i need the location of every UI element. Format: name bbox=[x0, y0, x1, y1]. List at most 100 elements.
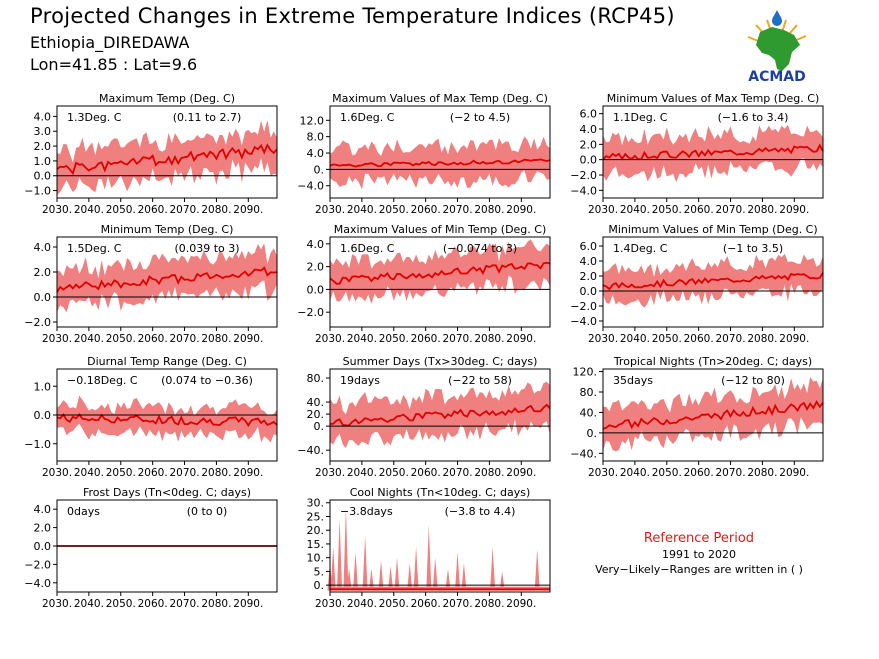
logo-text: ACMAD bbox=[748, 69, 806, 84]
x-tick-label: 2070. bbox=[170, 598, 200, 610]
x-tick-label: 2080. bbox=[201, 598, 231, 610]
y-tick-label: 3.0 bbox=[34, 125, 52, 138]
uncertainty-band bbox=[603, 376, 823, 452]
chart-summary: 35days bbox=[613, 374, 653, 387]
x-tick-label: 2060. bbox=[138, 598, 168, 610]
y-tick-label: 40. bbox=[307, 396, 325, 409]
y-tick-label: 4.0 bbox=[307, 238, 325, 251]
plot-frame bbox=[329, 105, 551, 199]
y-tick-label: 80. bbox=[580, 386, 598, 399]
reference-period-title: Reference Period bbox=[643, 531, 755, 546]
reference-period-years: 1991 to 2020 bbox=[661, 548, 737, 561]
x-tick-label: 2040. bbox=[620, 467, 650, 479]
mean-line bbox=[56, 413, 278, 427]
chart-summary: 1.3Deg. C bbox=[67, 111, 122, 124]
x-tick-label: 2040. bbox=[347, 598, 377, 610]
chart-range: (−1 to 3.5) bbox=[723, 242, 783, 255]
chart-title: Summer Days (Tx>30deg. C; days) bbox=[343, 355, 538, 368]
x-tick-label: 2070. bbox=[443, 333, 473, 345]
y-tick-label: 1.0 bbox=[34, 155, 52, 168]
x-tick-label: 2060. bbox=[138, 333, 168, 345]
x-tick-label: 2040. bbox=[347, 467, 377, 479]
y-tick-label: 2.0 bbox=[307, 261, 325, 274]
x-tick-label: 2090. bbox=[506, 333, 536, 345]
plot-frame bbox=[602, 236, 824, 328]
y-tick-label: 12.0 bbox=[300, 114, 325, 127]
x-tick-label: 2030. bbox=[315, 333, 345, 345]
chart-7: 1.0 0.0 −1.0 2030. 2040. 2050. 2060. 2070. 2080.… bbox=[24, 355, 278, 479]
x-tick-label: 2040. bbox=[347, 204, 377, 216]
y-tick-label: −1.0 bbox=[24, 438, 51, 451]
x-tick-label: 2090. bbox=[506, 467, 536, 479]
x-tick-label: 2090. bbox=[779, 204, 809, 216]
y-tick-label: 0.0 bbox=[307, 283, 325, 296]
page-title: Projected Changes in Extreme Temperature… bbox=[30, 4, 675, 28]
mean-line bbox=[602, 143, 824, 161]
spike-band bbox=[327, 508, 550, 591]
y-tick-label: 15. bbox=[307, 538, 325, 551]
x-tick-label: 2070. bbox=[170, 204, 200, 216]
acmad-logo: ACMAD bbox=[747, 10, 807, 84]
x-tick-label: 2050. bbox=[106, 333, 136, 345]
x-tick-label: 2040. bbox=[620, 204, 650, 216]
x-tick-label: 2080. bbox=[474, 204, 504, 216]
y-tick-label: 4.0 bbox=[34, 110, 52, 123]
x-tick-label: 2030. bbox=[42, 467, 72, 479]
chart-summary: 1.6Deg. C bbox=[340, 242, 395, 255]
africa-map-icon bbox=[756, 27, 800, 71]
chart-range: (0.11 to 2.7) bbox=[173, 111, 242, 124]
x-tick-label: 2050. bbox=[652, 467, 682, 479]
y-tick-label: 0.0 bbox=[34, 540, 52, 553]
x-tick-label: 2030. bbox=[42, 333, 72, 345]
y-tick-label: 0. bbox=[587, 427, 598, 440]
x-tick-label: 2070. bbox=[443, 204, 473, 216]
plot-frame bbox=[56, 105, 278, 199]
water-drop-icon bbox=[772, 10, 782, 26]
x-tick-label: 2060. bbox=[411, 467, 441, 479]
chart-title: Maximum Values of Min Temp (Deg. C) bbox=[334, 223, 547, 236]
x-tick-label: 2030. bbox=[588, 333, 618, 345]
y-tick-label: 4.0 bbox=[34, 241, 52, 254]
x-tick-label: 2070. bbox=[716, 204, 746, 216]
x-tick-label: 2080. bbox=[474, 467, 504, 479]
chart-summary: 19days bbox=[340, 374, 380, 387]
y-tick-label: 1.0 bbox=[34, 380, 52, 393]
y-tick-label: −2.0 bbox=[570, 169, 597, 182]
x-tick-label: 2040. bbox=[620, 333, 650, 345]
y-tick-label: −4.0 bbox=[24, 577, 51, 590]
y-tick-label: 5. bbox=[314, 565, 325, 578]
mean-line bbox=[329, 403, 551, 427]
uncertainty-band bbox=[330, 239, 550, 304]
y-tick-label: 2.0 bbox=[34, 140, 52, 153]
chart-summary: 1.1Deg. C bbox=[613, 111, 668, 124]
x-tick-label: 2070. bbox=[443, 467, 473, 479]
chart-range: (−1.6 to 3.4) bbox=[718, 111, 789, 124]
y-tick-label: 8.0 bbox=[307, 131, 325, 144]
y-tick-label: 6.0 bbox=[580, 108, 598, 121]
chart-summary: −3.8days bbox=[340, 505, 393, 518]
plot-frame bbox=[602, 105, 824, 199]
chart-range: (−22 to 58) bbox=[448, 374, 512, 387]
x-tick-label: 2050. bbox=[106, 598, 136, 610]
chart-summary: −0.18Deg. C bbox=[67, 374, 138, 387]
mean-line bbox=[56, 143, 278, 176]
chart-range: (−12 to 80) bbox=[721, 374, 785, 387]
y-tick-label: −2.0 bbox=[570, 300, 597, 313]
mean-line bbox=[329, 261, 551, 285]
y-tick-label: 2.0 bbox=[580, 270, 598, 283]
coordinates-label: Lon=41.85 : Lat=9.6 bbox=[30, 55, 198, 74]
y-tick-label: 0. bbox=[314, 163, 325, 176]
x-tick-label: 2080. bbox=[747, 204, 777, 216]
chart-range: (−3.8 to 4.4) bbox=[445, 505, 516, 518]
uncertainty-band bbox=[57, 120, 277, 196]
x-tick-label: 2040. bbox=[74, 204, 104, 216]
x-tick-label: 2090. bbox=[233, 467, 263, 479]
y-tick-label: 0.0 bbox=[580, 154, 598, 167]
chart-title: Diurnal Temp Range (Deg. C) bbox=[87, 355, 247, 368]
y-tick-label: 2.0 bbox=[34, 266, 52, 279]
x-tick-label: 2050. bbox=[106, 467, 136, 479]
x-tick-label: 2030. bbox=[315, 598, 345, 610]
reference-period-note: Very−Likely−Ranges are written in ( ) bbox=[595, 563, 803, 576]
